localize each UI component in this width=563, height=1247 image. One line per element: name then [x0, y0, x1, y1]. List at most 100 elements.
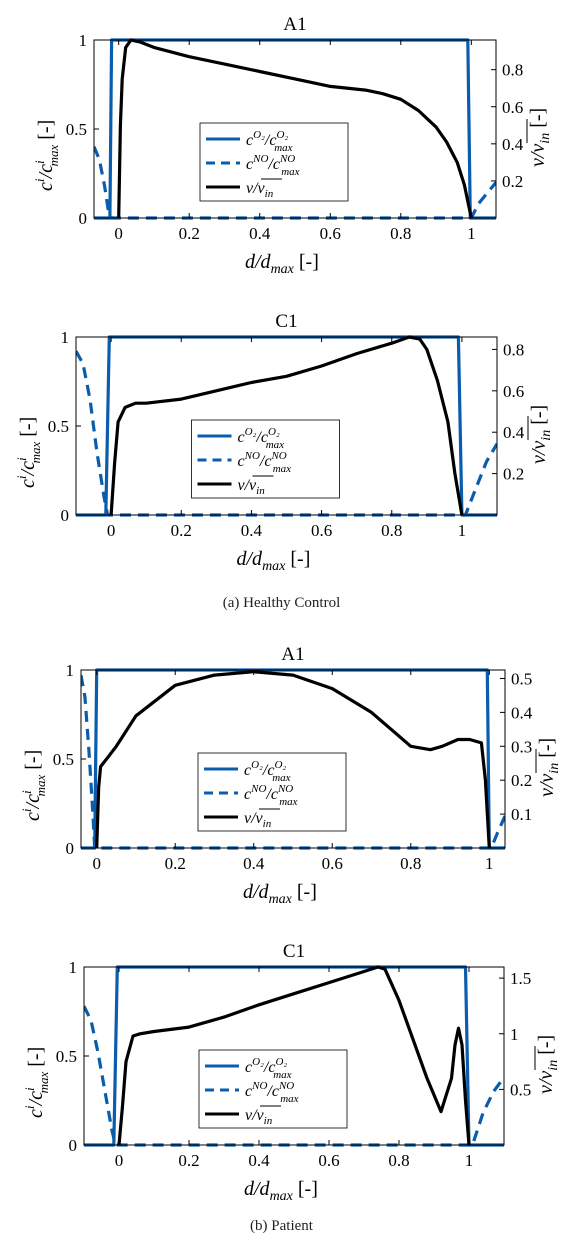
x-tick-label: 0.8	[388, 1151, 409, 1170]
svg-text:ci/cimax [-]: ci/cimax [-]	[22, 1047, 51, 1118]
y-tick-label: 1	[79, 31, 88, 50]
y-tick-label: 1	[66, 661, 75, 680]
right-tick-label: 1	[510, 1025, 519, 1044]
y-tick-label: 0.5	[66, 120, 87, 139]
caption-patient: (b) Patient	[250, 1218, 313, 1234]
right-tick-label: 0.4	[502, 135, 524, 154]
chart-title: C1	[275, 311, 297, 332]
plot-4: C1 0 0.2 0.4 0.6 0.8 1 0 0.5 1 0.5 1 1.5 d/dmax [-] ci…	[22, 941, 561, 1204]
x-axis-label: d/dmax [-]	[244, 1178, 318, 1204]
x-tick-label: 0.2	[165, 854, 186, 873]
chart-title: C1	[283, 941, 305, 962]
plot-1: A1 0 0.2 0.4 0.6 0.8 1 0 0.5 1 0.2 0.4 0.6 0.8 d/dmax …	[32, 14, 553, 277]
no-line	[84, 1005, 504, 1147]
right-tick-label: 0.4	[511, 703, 533, 722]
caption-healthy-control: (a) Healthy Control	[222, 595, 341, 611]
velocity-line	[117, 965, 471, 1146]
x-tick-label: 0.2	[171, 521, 192, 540]
right-tick-label: 0.5	[511, 669, 532, 688]
chart-title: A1	[281, 644, 304, 665]
y-axis-label-right: v/vin [-]	[527, 405, 554, 464]
legend-label-o2: cO₂/cO₂ max	[244, 759, 291, 784]
velocity-line	[117, 38, 473, 219]
legend-label-o2: cO₂/cO₂ max	[245, 1056, 292, 1081]
x-tick-label: 0.4	[248, 1151, 270, 1170]
svg-text:ci/cimax [-]: ci/cimax [-]	[14, 417, 43, 488]
velocity-line	[95, 670, 491, 849]
right-tick-label: 0.2	[511, 771, 532, 790]
y-tick-label: 0.5	[56, 1047, 77, 1066]
x-tick-label: 0	[92, 854, 101, 873]
x-tick-label: 0	[115, 1151, 124, 1170]
svg-text:v/vin [-]: v/vin [-]	[535, 1035, 561, 1094]
x-tick-label: 1	[458, 521, 467, 540]
svg-text:ci/cimax [-]: ci/cimax [-]	[19, 750, 48, 821]
y-axis-label-right: v/vin [-]	[535, 738, 562, 797]
right-tick-label: 0.2	[503, 465, 524, 484]
x-tick-label: 1	[485, 854, 494, 873]
legend-label-v: v/vin	[246, 180, 274, 200]
right-tick-label: 0.4	[503, 423, 525, 442]
x-tick-label: 0	[114, 224, 123, 243]
legend-label-o2: cO₂/cO₂ max	[238, 426, 285, 451]
plot-3: A1 0 0.2 0.4 0.6 0.8 1 0 0.5 1 0.1 0.2 0.3 0.4 0.5 d/dm…	[19, 644, 562, 907]
legend-label-no: cNO/cNO max	[244, 783, 298, 808]
legend-label-no: cNO/cNO max	[246, 153, 300, 178]
right-tick-label: 0.5	[510, 1080, 531, 1099]
right-tick-label: 0.8	[503, 340, 524, 359]
legend-label-v: v/vin	[245, 1107, 273, 1127]
x-axis-label: d/dmax [-]	[237, 548, 311, 574]
x-tick-label: 0.6	[318, 1151, 339, 1170]
y-tick-label: 0.5	[48, 417, 69, 436]
x-tick-label: 0.8	[381, 521, 402, 540]
chart-title: A1	[283, 14, 306, 35]
y-axis-label-left: ci/cimax [-]	[19, 750, 48, 821]
right-tick-label: 0.1	[511, 805, 532, 824]
svg-text:ci/cimax [-]: ci/cimax [-]	[32, 120, 61, 191]
svg-text:v/vin [-]: v/vin [-]	[527, 108, 553, 167]
y-tick-label: 0.5	[53, 750, 74, 769]
legend-label-v: v/vin	[244, 810, 272, 830]
x-tick-label: 0.6	[322, 854, 343, 873]
right-tick-label: 0.6	[503, 382, 524, 401]
right-tick-label: 0.6	[502, 98, 523, 117]
right-tick-label: 1.5	[510, 969, 531, 988]
x-tick-label: 0.4	[249, 224, 271, 243]
x-tick-label: 0	[107, 521, 116, 540]
plot-2: C1 0 0.2 0.4 0.6 0.8 1 0 0.5 1 0.2 0.4 0.6 0.8 d/dmax …	[14, 311, 554, 574]
x-tick-label: 0.6	[320, 224, 341, 243]
x-tick-label: 0.2	[179, 224, 200, 243]
y-tick-label: 0	[79, 209, 88, 228]
x-tick-label: 0.4	[243, 854, 265, 873]
y-axis-label-right: v/vin [-]	[526, 108, 553, 167]
x-tick-label: 1	[465, 1151, 474, 1170]
y-tick-label: 0	[69, 1136, 78, 1155]
x-tick-label: 1	[467, 224, 476, 243]
right-tick-label: 0.2	[502, 172, 523, 191]
y-tick-label: 0	[66, 839, 75, 858]
y-tick-label: 1	[69, 958, 78, 977]
y-tick-label: 1	[61, 328, 70, 347]
y-tick-label: 0	[61, 506, 70, 525]
right-tick-label: 0.3	[511, 737, 532, 756]
velocity-line	[109, 335, 464, 516]
y-axis-label-left: ci/cimax [-]	[22, 1047, 51, 1118]
x-tick-label: 0.8	[400, 854, 421, 873]
right-tick-label: 0.8	[502, 61, 523, 80]
x-tick-label: 0.4	[241, 521, 263, 540]
legend-label-o2: cO₂/cO₂ max	[246, 129, 293, 154]
x-tick-label: 0.8	[390, 224, 411, 243]
svg-text:v/vin [-]: v/vin [-]	[528, 405, 554, 464]
legend-label-no: cNO/cNO max	[245, 1080, 299, 1105]
no-line	[81, 675, 505, 850]
y-axis-label-left: ci/cimax [-]	[14, 417, 43, 488]
x-tick-label: 0.6	[311, 521, 332, 540]
x-tick-label: 0.2	[178, 1151, 199, 1170]
svg-text:v/vin [-]: v/vin [-]	[536, 738, 562, 797]
no-line	[76, 350, 497, 517]
